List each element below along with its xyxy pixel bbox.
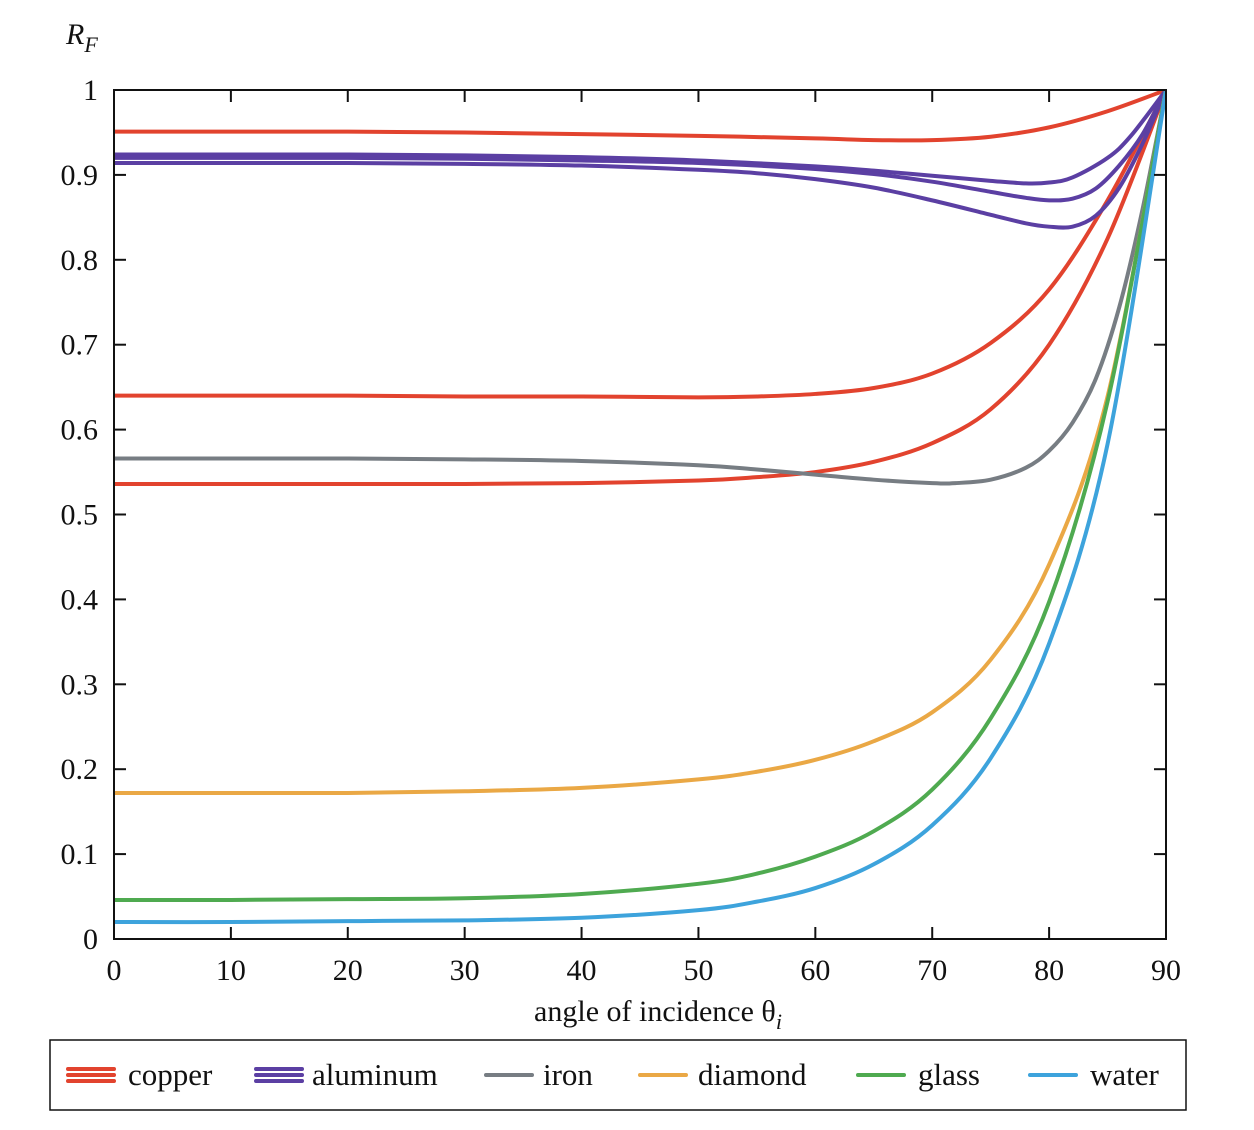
legend-label-copper: copper: [128, 1057, 213, 1092]
plot-frame: [113, 89, 1167, 940]
y-tick-label-0.1: 0.1: [61, 838, 99, 871]
y-tick-label-0.2: 0.2: [61, 753, 99, 786]
x-tick-label-70: 70: [917, 954, 947, 987]
legend-label-water: water: [1090, 1057, 1160, 1092]
y-tick-label-0.8: 0.8: [61, 244, 99, 277]
x-tick-label-20: 20: [333, 954, 363, 987]
series-line-water-9: [114, 90, 1166, 925]
x-axis-title: angle of incidence θi: [534, 995, 782, 1034]
legend: copper aluminum iron diamond glass water: [49, 1039, 1187, 1111]
legend-frame: [49, 1039, 1187, 1111]
y-tick-label-0: 0: [83, 923, 98, 956]
legend-label-glass: glass: [918, 1057, 980, 1092]
x-tick-label-90: 90: [1151, 954, 1181, 987]
ticks-layer: 0 10 20 30 40 50 60 70 80 90 0 0.1 0.2 0.3 0.4 0.5 0.6 0.…: [61, 74, 1182, 987]
y-axis-title: RF: [65, 18, 98, 57]
series-line-aluminum-5: [114, 90, 1166, 230]
series-line-aluminum-4: [114, 90, 1166, 203]
series-line-aluminum-3: [114, 90, 1166, 186]
x-tick-label-50: 50: [683, 954, 713, 987]
y-tick-label-0.4: 0.4: [61, 583, 99, 616]
series-line-copper-1: [114, 90, 1166, 400]
series-line-diamond-7: [114, 90, 1166, 796]
y-tick-label-1: 1: [83, 74, 98, 107]
x-tick-label-40: 40: [567, 954, 597, 987]
x-tick-label-0: 0: [107, 954, 122, 987]
legend-label-diamond: diamond: [698, 1057, 807, 1092]
series-line-copper-0: [114, 90, 1166, 143]
x-tick-label-10: 10: [216, 954, 246, 987]
y-tick-label-0.5: 0.5: [61, 499, 99, 532]
series-line-glass-8: [114, 90, 1166, 903]
legend-label-aluminum: aluminum: [312, 1057, 438, 1092]
x-tick-label-60: 60: [800, 954, 830, 987]
series-line-copper-2: [114, 90, 1166, 487]
y-tick-label-0.3: 0.3: [61, 668, 99, 701]
y-tick-label-0.9: 0.9: [61, 159, 99, 192]
y-tick-label-0.7: 0.7: [61, 329, 99, 362]
x-tick-label-30: 30: [450, 954, 480, 987]
legend-label-iron: iron: [543, 1057, 593, 1092]
series-layer: [114, 90, 1166, 925]
series-line-iron-6: [114, 90, 1166, 486]
x-tick-label-80: 80: [1034, 954, 1064, 987]
y-tick-label-0.6: 0.6: [61, 414, 99, 447]
